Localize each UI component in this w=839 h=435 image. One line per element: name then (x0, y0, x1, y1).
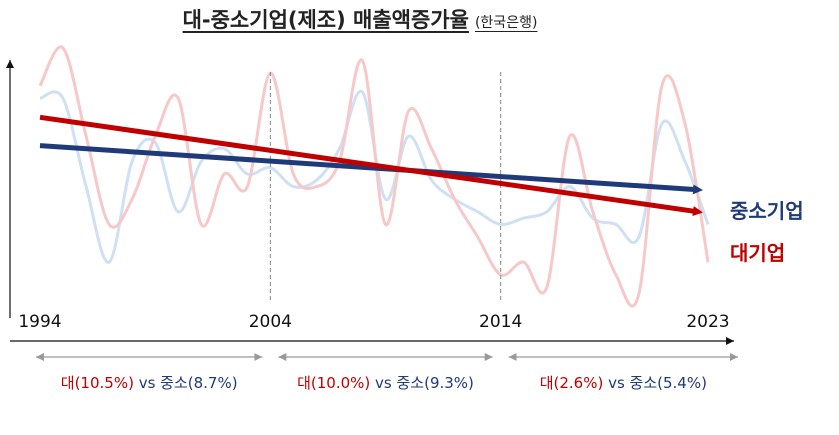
x-tick-label: 1994 (18, 312, 61, 332)
period-sme-rate: 중소(5.4%) (629, 374, 707, 392)
period-label-1: 대(10.5%) vs 중소(8.7%) (36, 372, 262, 393)
x-tick-label: 2023 (686, 312, 729, 332)
chart-title-main: 대-중소기업(제조) 매출액증가율 (182, 8, 469, 32)
divider-layer (269, 72, 502, 300)
chart-title: 대-중소기업(제조) 매출액증가율 (한국은행) (0, 4, 720, 34)
x-tick-label: 2014 (479, 312, 522, 332)
period-vs: vs (603, 374, 630, 392)
trend-label-sme: 중소기업 (730, 199, 804, 223)
tick-layer: 1994 2004 2014 2023 (18, 312, 729, 332)
period-sme-rate: 중소(9.3%) (396, 374, 474, 392)
series-line-large (38, 45, 710, 308)
chart-title-source: (한국은행) (474, 15, 538, 31)
period-label-2: 대(10.0%) vs 중소(9.3%) (278, 372, 492, 393)
trend-label-large: 대기업 (730, 241, 785, 265)
period-large-rate: 대(10.0%) (297, 374, 371, 392)
period-large-rate: 대(2.6%) (539, 374, 604, 392)
trend-arrow-sme (39, 143, 703, 195)
trend-arrow-large (39, 114, 703, 217)
period-large-rate: 대(10.5%) (60, 374, 134, 392)
period-label-3: 대(2.6%) vs 중소(5.4%) (509, 372, 738, 393)
period-sme-rate: 중소(8.7%) (160, 374, 238, 392)
period-vs: vs (370, 374, 397, 392)
period-vs: vs (133, 374, 161, 392)
trend-layer (39, 114, 703, 217)
x-tick-label: 2004 (249, 312, 292, 332)
faint-series-layer (38, 45, 710, 308)
